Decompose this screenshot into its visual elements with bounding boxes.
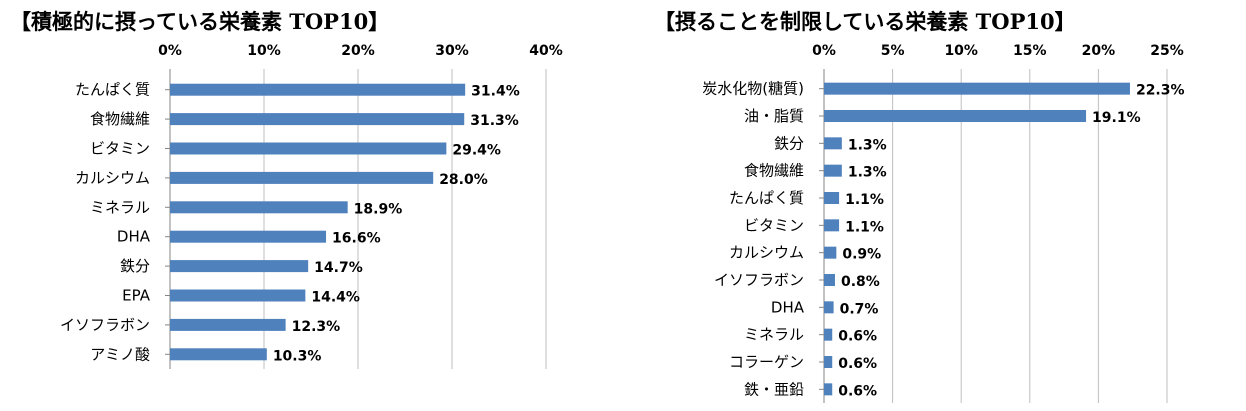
chart-1-category-label: DHA [117,228,151,246]
chart-1-value-label: 18.9% [354,201,403,217]
chart-2-bar [824,192,840,204]
chart-1-value-label: 16.6% [332,231,381,247]
chart-1-bar [170,171,434,184]
chart-1-value-label: 31.3% [470,113,519,129]
chart-2-value-label: 0.6% [838,356,877,372]
chart-2-value-label: 0.6% [838,383,877,399]
chart-2-bar [824,328,833,341]
chart-2-tick-label: 10% [944,43,978,59]
chart-1-bar [170,142,447,155]
chart-2-bar [824,246,837,259]
chart-2-category-label: 鉄分 [774,134,804,152]
chart-1-category-label: EPA [122,287,151,305]
chart-2-bar [824,274,835,286]
chart-2-category-label: カルシウム [729,244,804,262]
chart-1-bar [170,113,465,126]
chart-1-category-label: たんぱく質 [75,81,150,99]
chart-1-value-label: 31.4% [471,84,520,100]
chart-2-category-label: コラーゲン [729,353,804,371]
chart-2-category-label: 炭水化物(糖質) [702,80,804,98]
chart-1-tick-label: 20% [341,43,375,59]
chart-1-category-label: イソフラボン [60,316,150,334]
chart-1-title: 【積極的に摂っている栄養素 TOP10】 [10,9,390,34]
chart-2-value-label: 22.3% [1136,83,1185,99]
chart-2-bar [824,219,840,232]
chart-1-bar [170,260,309,273]
chart-2-category-label: DHA [771,298,805,316]
chart-2-bar [824,137,842,150]
chart-1-tick-label: 0% [158,43,182,59]
chart-2-bar [824,164,842,177]
chart-2-category-label: ビタミン [744,216,804,234]
chart-2-category-label: ミネラル [744,326,804,344]
chart-2-category-label: 食物繊維 [744,162,804,180]
chart-1-value-label: 14.4% [311,290,360,306]
chart-2-value-label: 1.3% [848,137,887,153]
chart-1-value-label: 12.3% [292,319,341,335]
chart-1-tick-label: 40% [529,43,563,59]
chart-2-category-label: イソフラボン [714,271,804,289]
chart-2-bar [824,383,833,396]
chart-2-title: 【摂ることを制限している栄養素 TOP10】 [654,9,1076,34]
chart-1-category-label: アミノ酸 [90,345,150,363]
chart-1-category-label: ミネラル [90,198,150,216]
chart-2-value-label: 0.8% [841,274,880,290]
chart-1-category-label: カルシウム [75,169,150,187]
chart-2-tick-label: 5% [881,43,905,59]
chart-1-tick-label: 30% [435,43,469,59]
chart-1-tick-label: 10% [247,43,281,59]
chart-2-tick-label: 15% [1013,43,1047,59]
chart-2-value-label: 1.3% [848,165,887,181]
chart-2-value-label: 1.1% [845,219,884,235]
chart-2-value-label: 1.1% [845,192,884,208]
chart-2-bar [824,301,834,314]
chart-1-value-label: 10.3% [273,348,322,364]
chart-2-value-label: 19.1% [1092,110,1141,126]
chart-1-category-label: 食物繊維 [90,110,150,128]
chart-1-bar [170,201,348,214]
chart-2-value-label: 0.9% [842,247,881,263]
chart-1-category-label: 鉄分 [120,257,150,275]
chart-1-value-label: 14.7% [314,260,363,276]
chart-2-bar [824,110,1087,122]
chart-2-bar [824,356,833,368]
chart-2-category-label: 鉄・亜鉛 [744,380,804,398]
chart-2-value-label: 0.6% [838,329,877,345]
chart-1-bar [170,318,286,331]
chart-2-category-label: たんぱく質 [729,189,804,207]
chart-1-bar [170,289,306,302]
chart-1-value-label: 29.4% [452,143,501,159]
chart-1-bar [170,230,327,243]
chart-2-bar [824,82,1130,95]
chart-1-category-label: ビタミン [90,140,150,158]
chart-2-tick-label: 0% [812,43,836,59]
chart-2-tick-label: 20% [1082,43,1116,59]
chart-2-category-label: 油・脂質 [744,107,804,125]
chart-1-bar [170,348,267,361]
chart-1-value-label: 28.0% [439,172,488,188]
chart-2-tick-label: 25% [1150,43,1184,59]
chart-2-value-label: 0.7% [840,301,879,317]
chart-1-bar [170,83,466,96]
